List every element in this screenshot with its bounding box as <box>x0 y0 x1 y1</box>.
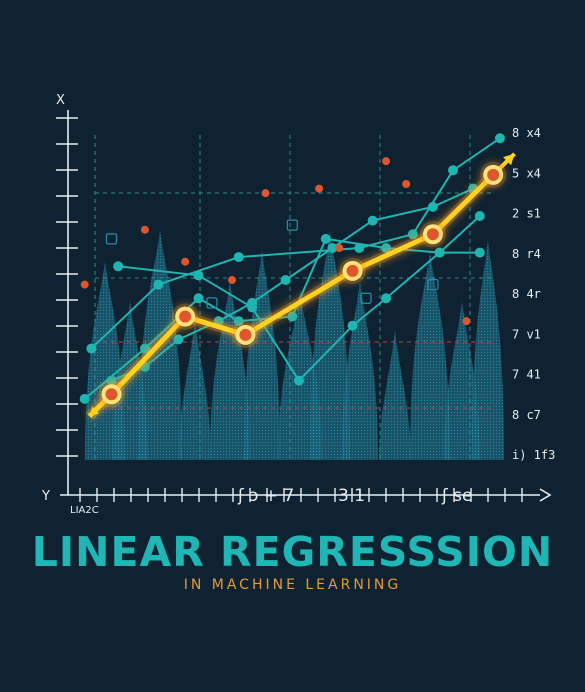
teal-data-point <box>448 165 458 175</box>
teal-data-point <box>173 334 183 344</box>
y-tick-label: 8 c7 <box>512 408 541 422</box>
teal-data-point <box>194 270 204 280</box>
scatter-square <box>287 220 297 230</box>
density-peak <box>410 250 450 460</box>
x-tick-label: ʃ se <box>441 486 472 506</box>
teal-data-point <box>153 280 163 290</box>
y-tick-label: 8 r4 <box>512 247 541 261</box>
teal-data-point <box>321 234 331 244</box>
teal-data-point <box>113 261 123 271</box>
regression-node-core <box>179 311 191 323</box>
scatter-point <box>402 180 410 188</box>
x-axis-letter: Y <box>41 489 50 504</box>
page-title: LINEAR REGRESSSION <box>0 528 585 576</box>
y-tick-label: i) 1f3 <box>512 448 555 462</box>
y-tick-label: 7 v1 <box>512 327 541 341</box>
scatter-point <box>181 258 189 266</box>
scatter-point <box>462 317 470 325</box>
density-peak <box>379 330 411 460</box>
density-peak <box>342 280 378 460</box>
scatter-point <box>262 189 270 197</box>
teal-data-point <box>247 302 257 312</box>
density-peak <box>179 320 211 460</box>
teal-data-point <box>294 376 304 386</box>
y-tick-label: 7 41 <box>512 368 541 382</box>
teal-data-point <box>80 394 90 404</box>
teal-data-point <box>381 293 391 303</box>
regression-node-core <box>347 265 359 277</box>
scatter-point <box>81 281 89 289</box>
teal-data-point <box>234 252 244 262</box>
x-tick-label: 3 1 <box>338 486 365 506</box>
teal-data-point <box>435 248 445 258</box>
x-tick-label: ʃ ɔ + 7 <box>237 486 294 506</box>
teal-data-point <box>495 133 505 143</box>
scatter-point <box>335 244 343 252</box>
y-tick-label: 8 4r <box>512 287 541 301</box>
y-tick-label: 5 x4 <box>512 166 541 180</box>
regression-node-core <box>427 228 439 240</box>
scatter-point <box>141 226 149 234</box>
teal-data-point <box>475 248 485 258</box>
y-tick-label: 8 x4 <box>512 126 541 140</box>
x-tick-label: LIA2C <box>70 505 99 516</box>
scatter-square <box>106 234 116 244</box>
teal-data-point <box>368 216 378 226</box>
regression-node-core <box>239 329 251 341</box>
scatter-point <box>382 157 390 165</box>
page-subtitle: IN MACHINE LEARNING <box>0 577 585 593</box>
regression-node-core <box>487 169 499 181</box>
density-peak <box>244 250 280 460</box>
scatter-point <box>315 185 323 193</box>
y-tick-label: 2 s1 <box>512 207 541 221</box>
density-peak <box>472 240 504 460</box>
teal-data-point <box>86 344 96 354</box>
teal-data-point <box>475 211 485 221</box>
regression-node-core <box>105 388 117 400</box>
y-axis-letter: X <box>56 93 65 108</box>
scatter-point <box>228 276 236 284</box>
teal-data-point <box>428 202 438 212</box>
teal-data-point <box>194 293 204 303</box>
teal-data-point <box>348 321 358 331</box>
teal-data-point <box>281 275 291 285</box>
x-axis-arrow-icon <box>540 489 550 501</box>
